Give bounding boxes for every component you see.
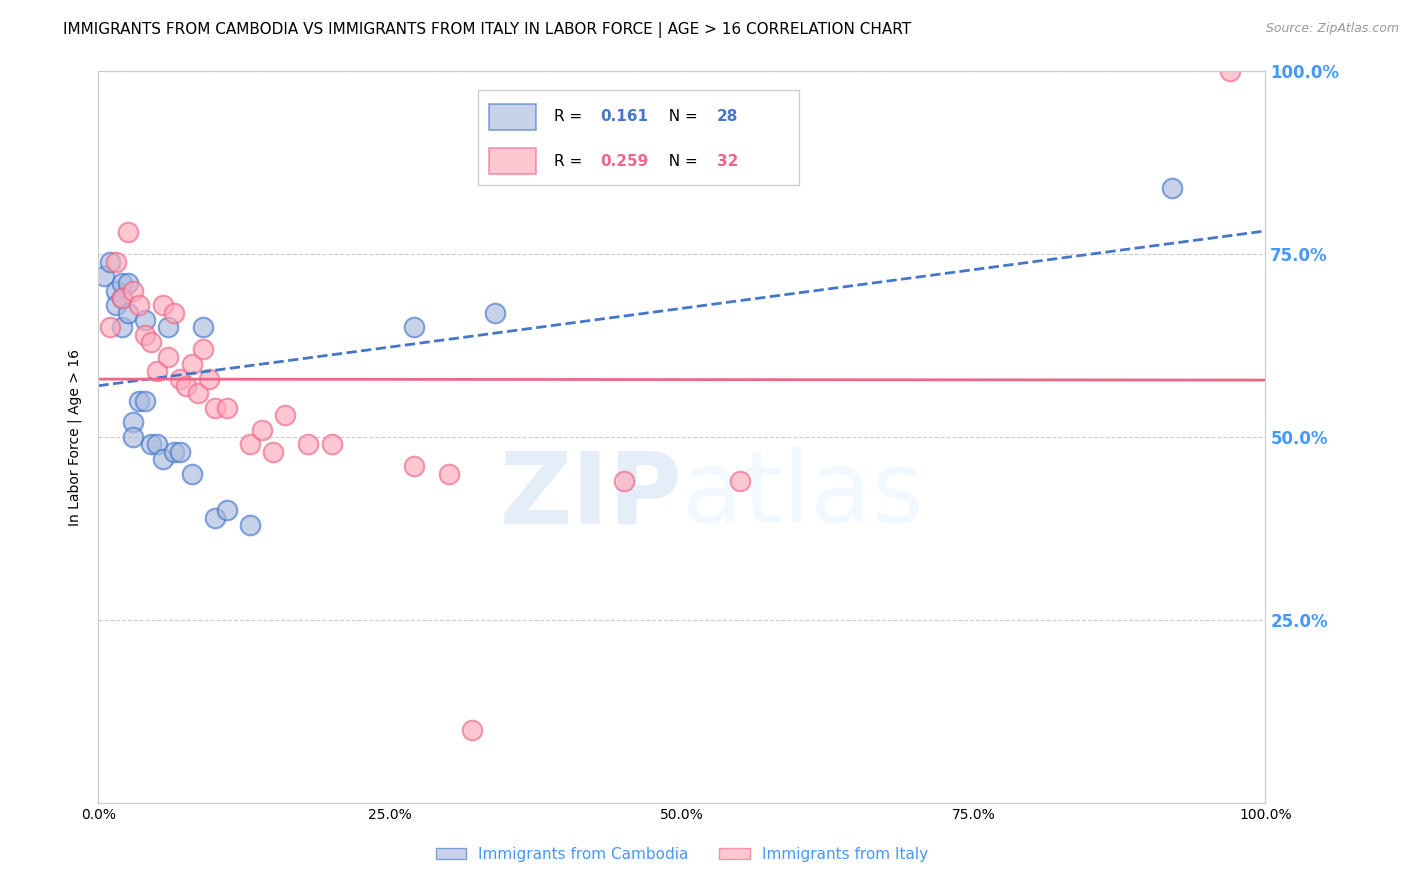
Point — [169, 444, 191, 458]
Text: IMMIGRANTS FROM CAMBODIA VS IMMIGRANTS FROM ITALY IN LABOR FORCE | AGE > 16 CORR: IMMIGRANTS FROM CAMBODIA VS IMMIGRANTS F… — [63, 22, 911, 38]
Point — [215, 401, 238, 415]
Point — [111, 291, 134, 305]
Point — [111, 291, 134, 305]
Point — [111, 320, 134, 334]
Text: N =: N = — [658, 109, 702, 124]
Point — [193, 343, 215, 357]
Point — [104, 284, 127, 298]
Point — [122, 284, 145, 298]
Text: R =: R = — [554, 109, 586, 124]
Point — [169, 371, 191, 385]
Point — [180, 467, 202, 481]
Point — [484, 306, 506, 320]
Point — [157, 320, 180, 334]
Point — [134, 327, 156, 342]
Point — [152, 452, 174, 467]
Point — [730, 474, 752, 488]
Point — [402, 320, 425, 334]
Text: 0.259: 0.259 — [600, 153, 648, 169]
Point — [134, 313, 156, 327]
FancyBboxPatch shape — [489, 148, 536, 174]
Point — [1161, 181, 1184, 195]
Text: N =: N = — [658, 153, 702, 169]
Point — [117, 306, 139, 320]
Point — [461, 723, 484, 737]
Point — [93, 269, 115, 284]
Point — [321, 437, 343, 451]
Point — [239, 437, 262, 451]
Point — [297, 437, 319, 451]
Point — [198, 371, 221, 385]
FancyBboxPatch shape — [489, 104, 536, 130]
Point — [117, 277, 139, 291]
Point — [104, 254, 127, 268]
Point — [122, 416, 145, 430]
Point — [239, 517, 262, 532]
Point — [1219, 64, 1241, 78]
Point — [204, 510, 226, 524]
Point — [163, 444, 186, 458]
Point — [104, 298, 127, 312]
Point — [163, 306, 186, 320]
Point — [146, 364, 169, 378]
Point — [402, 459, 425, 474]
Point — [111, 277, 134, 291]
Point — [139, 437, 162, 451]
Point — [250, 423, 273, 437]
Point — [122, 430, 145, 444]
Point — [193, 320, 215, 334]
Text: ZIP: ZIP — [499, 447, 682, 544]
Point — [204, 401, 226, 415]
Point — [98, 320, 121, 334]
Point — [274, 408, 297, 422]
Legend: Immigrants from Cambodia, Immigrants from Italy: Immigrants from Cambodia, Immigrants fro… — [429, 841, 935, 868]
Point — [187, 386, 209, 401]
Text: 32: 32 — [717, 153, 738, 169]
Y-axis label: In Labor Force | Age > 16: In Labor Force | Age > 16 — [67, 349, 83, 525]
Point — [117, 225, 139, 239]
Point — [613, 474, 636, 488]
Point — [134, 393, 156, 408]
Point — [174, 379, 197, 393]
Point — [437, 467, 460, 481]
Point — [157, 350, 180, 364]
Point — [146, 437, 169, 451]
FancyBboxPatch shape — [478, 90, 799, 185]
Point — [262, 444, 284, 458]
Text: R =: R = — [554, 153, 586, 169]
Text: 0.161: 0.161 — [600, 109, 648, 124]
Point — [128, 298, 150, 312]
Point — [215, 503, 238, 517]
Point — [180, 357, 202, 371]
Point — [139, 334, 162, 349]
Text: Source: ZipAtlas.com: Source: ZipAtlas.com — [1265, 22, 1399, 36]
Point — [152, 298, 174, 312]
Text: atlas: atlas — [682, 447, 924, 544]
Point — [128, 393, 150, 408]
Text: 28: 28 — [717, 109, 738, 124]
Point — [98, 254, 121, 268]
